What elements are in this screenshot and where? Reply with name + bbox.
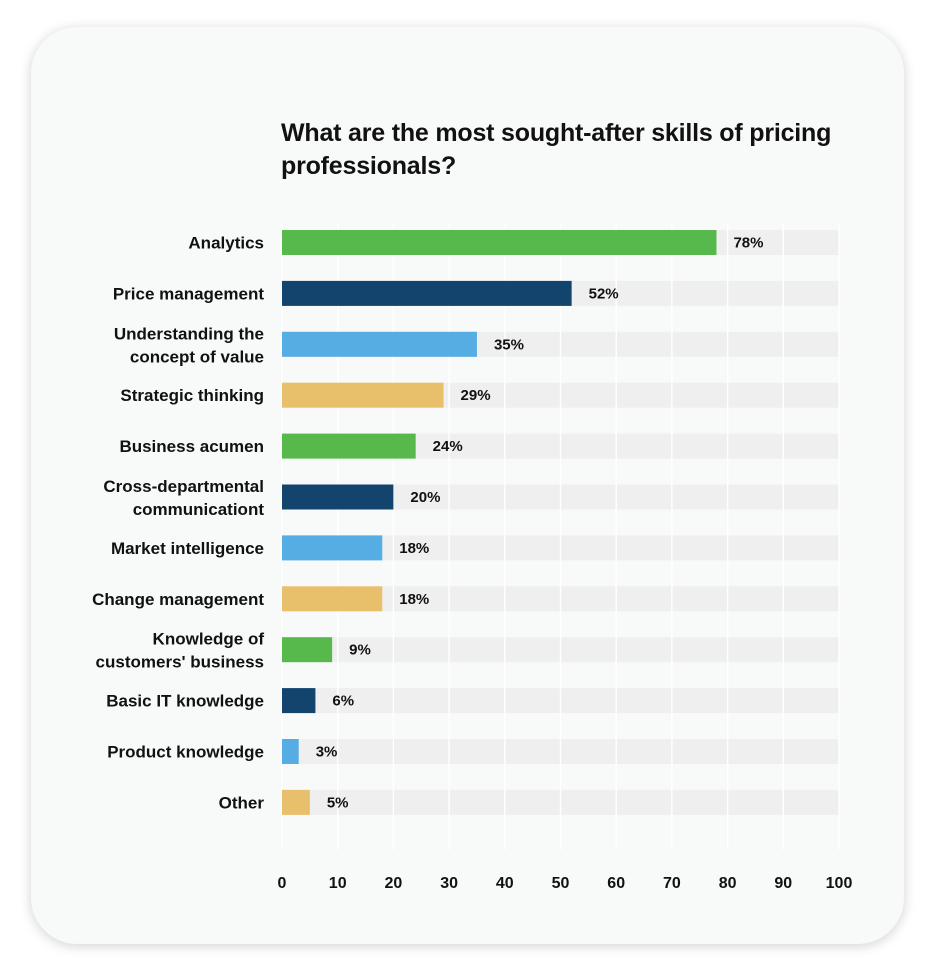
x-tick-label: 70 bbox=[663, 875, 681, 892]
category-label: Basic IT knowledge bbox=[106, 692, 264, 711]
value-label: 78% bbox=[733, 235, 763, 252]
x-tick-label: 0 bbox=[278, 875, 287, 892]
value-label: 20% bbox=[410, 489, 440, 506]
bar bbox=[282, 586, 383, 612]
value-label: 9% bbox=[349, 642, 371, 659]
category-label: Analytics bbox=[188, 234, 264, 253]
value-label: 18% bbox=[399, 591, 429, 608]
x-tick-label: 60 bbox=[607, 875, 625, 892]
category-label: customers' business bbox=[96, 653, 264, 672]
bar bbox=[282, 280, 572, 306]
category-label: communicationt bbox=[133, 500, 265, 519]
category-label: Price management bbox=[113, 284, 265, 303]
category-label: Market intelligence bbox=[111, 539, 264, 558]
bar bbox=[282, 433, 416, 459]
bar bbox=[282, 739, 299, 764]
category-label: Business acumen bbox=[119, 437, 264, 456]
category-label: concept of value bbox=[130, 347, 264, 366]
category-label: Other bbox=[219, 793, 265, 812]
bar bbox=[282, 382, 444, 408]
category-label: Knowledge of bbox=[153, 630, 265, 649]
bar bbox=[282, 230, 717, 255]
value-label: 18% bbox=[399, 540, 429, 557]
category-label: Cross-departmental bbox=[103, 477, 264, 496]
category-label: Change management bbox=[92, 590, 264, 609]
value-label: 5% bbox=[327, 794, 349, 811]
bar bbox=[282, 484, 394, 510]
x-tick-label: 10 bbox=[329, 875, 347, 892]
chart-title: What are the most sought-after skills of… bbox=[281, 119, 832, 180]
bar bbox=[282, 637, 333, 663]
x-tick-label: 90 bbox=[774, 875, 792, 892]
x-tick-label: 20 bbox=[385, 875, 403, 892]
x-tick-label: 30 bbox=[440, 875, 458, 892]
value-label: 3% bbox=[316, 744, 338, 761]
category-label: Product knowledge bbox=[107, 743, 264, 762]
category-label: Understanding the bbox=[114, 324, 264, 343]
x-tick-label: 50 bbox=[552, 875, 570, 892]
value-label: 6% bbox=[332, 693, 354, 710]
bar bbox=[282, 688, 316, 714]
value-label: 35% bbox=[494, 336, 524, 353]
value-label: 52% bbox=[589, 285, 619, 302]
bar bbox=[282, 535, 383, 561]
value-label: 29% bbox=[461, 387, 491, 404]
x-tick-label: 100 bbox=[826, 875, 853, 892]
x-tick-label: 40 bbox=[496, 875, 514, 892]
value-label: 24% bbox=[433, 438, 463, 455]
category-label: Strategic thinking bbox=[120, 386, 264, 405]
bar bbox=[282, 331, 477, 357]
bar bbox=[282, 789, 310, 815]
x-tick-label: 80 bbox=[719, 875, 737, 892]
